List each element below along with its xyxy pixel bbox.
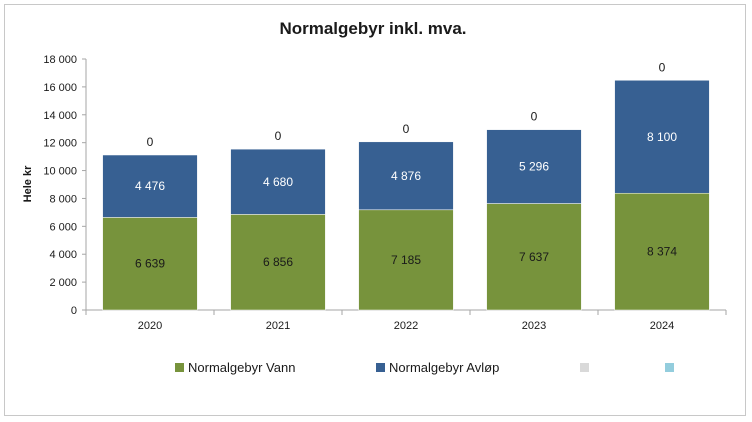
bar-segment <box>614 80 710 194</box>
bar-segment <box>358 141 454 211</box>
axes: 0 2 000 4 000 6 000 8 000 10 000 12 000 14 000 1… <box>43 54 727 332</box>
data-label: 8 374 <box>647 245 677 259</box>
x-tick-label: 2020 <box>138 320 162 332</box>
legend-label: Normalgebyr Vann <box>188 360 295 375</box>
bar-segment <box>614 192 710 311</box>
data-labels: 6 639 4 476 0 6 856 4 680 0 7 185 4 876 0 7 637 5 … <box>135 60 677 270</box>
data-label: 7 637 <box>519 250 549 264</box>
data-label: 5 296 <box>519 160 549 174</box>
chart-title: Normalgebyr inkl. mva. <box>279 19 466 38</box>
x-tick-label: 2024 <box>650 320 674 332</box>
x-tick-label: 2022 <box>394 320 418 332</box>
y-tick-label: 12 000 <box>43 138 77 150</box>
bar-segment <box>486 129 582 204</box>
bar-segment <box>486 203 582 311</box>
legend-label: Normalgebyr Avløp <box>389 360 499 375</box>
y-tick-label: 6 000 <box>49 221 77 233</box>
data-label: 0 <box>147 135 154 149</box>
legend: Normalgebyr Vann Normalgebyr Avløp <box>175 360 674 375</box>
legend-swatch <box>376 363 385 372</box>
y-axis-label: Hele kr <box>22 165 34 202</box>
data-label: 0 <box>403 122 410 136</box>
legend-swatch <box>580 363 589 372</box>
y-tick-label: 18 000 <box>43 54 77 66</box>
y-tick-label: 16 000 <box>43 82 77 94</box>
data-label: 4 476 <box>135 179 165 193</box>
y-tick-label: 8 000 <box>49 193 77 205</box>
bars <box>102 80 710 311</box>
y-tick-label: 10 000 <box>43 166 77 178</box>
bar-segment <box>358 209 454 311</box>
data-label: 0 <box>659 60 666 74</box>
x-tick-label: 2023 <box>522 320 546 332</box>
y-tick-label: 0 <box>71 305 77 317</box>
bar-segment <box>102 154 198 218</box>
legend-swatch <box>665 363 674 372</box>
data-label: 4 680 <box>263 175 293 189</box>
data-label: 0 <box>531 110 538 124</box>
bar-segment <box>230 148 326 215</box>
data-label: 7 185 <box>391 253 421 267</box>
legend-swatch <box>175 363 184 372</box>
x-tick-label: 2021 <box>266 320 290 332</box>
data-label: 6 639 <box>135 257 165 271</box>
y-tick-label: 14 000 <box>43 110 77 122</box>
data-label: 4 876 <box>391 169 421 183</box>
data-label: 0 <box>275 129 282 143</box>
bar-segment <box>230 214 326 311</box>
data-label: 6 856 <box>263 255 293 269</box>
data-label: 8 100 <box>647 130 677 144</box>
y-tick-label: 4 000 <box>49 249 77 261</box>
y-tick-label: 2 000 <box>49 277 77 289</box>
bar-segment <box>102 217 198 311</box>
